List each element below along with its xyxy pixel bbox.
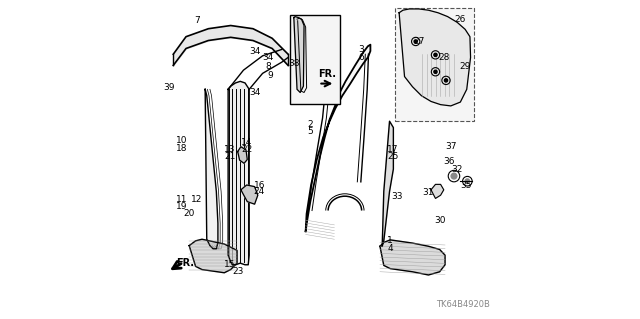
Text: 1: 1: [387, 236, 393, 245]
Text: 26: 26: [454, 15, 466, 24]
Polygon shape: [399, 9, 470, 106]
Polygon shape: [228, 81, 249, 265]
Text: 14: 14: [241, 138, 252, 147]
Text: 28: 28: [439, 53, 450, 62]
Text: 21: 21: [225, 152, 236, 161]
Text: 20: 20: [184, 209, 195, 218]
Text: 39: 39: [164, 83, 175, 92]
Polygon shape: [382, 121, 394, 246]
Text: 13: 13: [224, 145, 236, 154]
Text: 11: 11: [177, 195, 188, 204]
Text: 34: 34: [262, 53, 274, 62]
Circle shape: [465, 179, 470, 183]
FancyBboxPatch shape: [290, 15, 340, 104]
Circle shape: [444, 79, 447, 82]
Polygon shape: [205, 89, 218, 249]
Text: 15: 15: [224, 260, 236, 269]
Polygon shape: [189, 239, 237, 273]
Polygon shape: [431, 184, 444, 198]
Text: 36: 36: [444, 157, 455, 166]
Text: 29: 29: [460, 63, 471, 71]
Text: FR.: FR.: [177, 258, 195, 268]
Polygon shape: [237, 147, 247, 163]
Text: 24: 24: [254, 187, 265, 196]
Circle shape: [434, 53, 437, 56]
Text: 5: 5: [307, 127, 313, 136]
Text: 31: 31: [422, 189, 434, 197]
Polygon shape: [294, 17, 304, 93]
Text: 6: 6: [358, 53, 364, 62]
Polygon shape: [306, 45, 371, 231]
Polygon shape: [241, 185, 258, 204]
Text: 17: 17: [387, 145, 399, 154]
Text: 2: 2: [307, 120, 312, 129]
Text: 38: 38: [289, 59, 300, 68]
Circle shape: [451, 173, 457, 179]
Text: 22: 22: [241, 145, 252, 154]
Text: 23: 23: [232, 267, 244, 276]
Text: 34: 34: [249, 47, 260, 56]
Text: 19: 19: [177, 202, 188, 211]
Polygon shape: [380, 240, 445, 275]
Text: 16: 16: [253, 181, 265, 189]
Text: 9: 9: [268, 71, 273, 80]
Text: 25: 25: [387, 152, 399, 161]
Text: FR.: FR.: [318, 69, 336, 79]
Text: 37: 37: [445, 142, 456, 151]
Text: 3: 3: [358, 45, 364, 54]
Text: 10: 10: [177, 137, 188, 145]
Text: 34: 34: [249, 88, 260, 97]
Text: 4: 4: [387, 244, 393, 253]
Text: TK64B4920B: TK64B4920B: [436, 300, 490, 309]
Text: 8: 8: [266, 63, 271, 71]
Text: 35: 35: [460, 181, 472, 189]
Circle shape: [434, 70, 437, 73]
Text: 32: 32: [451, 165, 463, 174]
Text: 30: 30: [434, 216, 445, 225]
Text: 33: 33: [391, 192, 403, 201]
Text: 7: 7: [195, 16, 200, 25]
Text: 18: 18: [177, 144, 188, 153]
Circle shape: [414, 40, 417, 43]
FancyBboxPatch shape: [395, 8, 474, 121]
Text: 27: 27: [413, 37, 424, 46]
Text: 12: 12: [191, 195, 202, 204]
